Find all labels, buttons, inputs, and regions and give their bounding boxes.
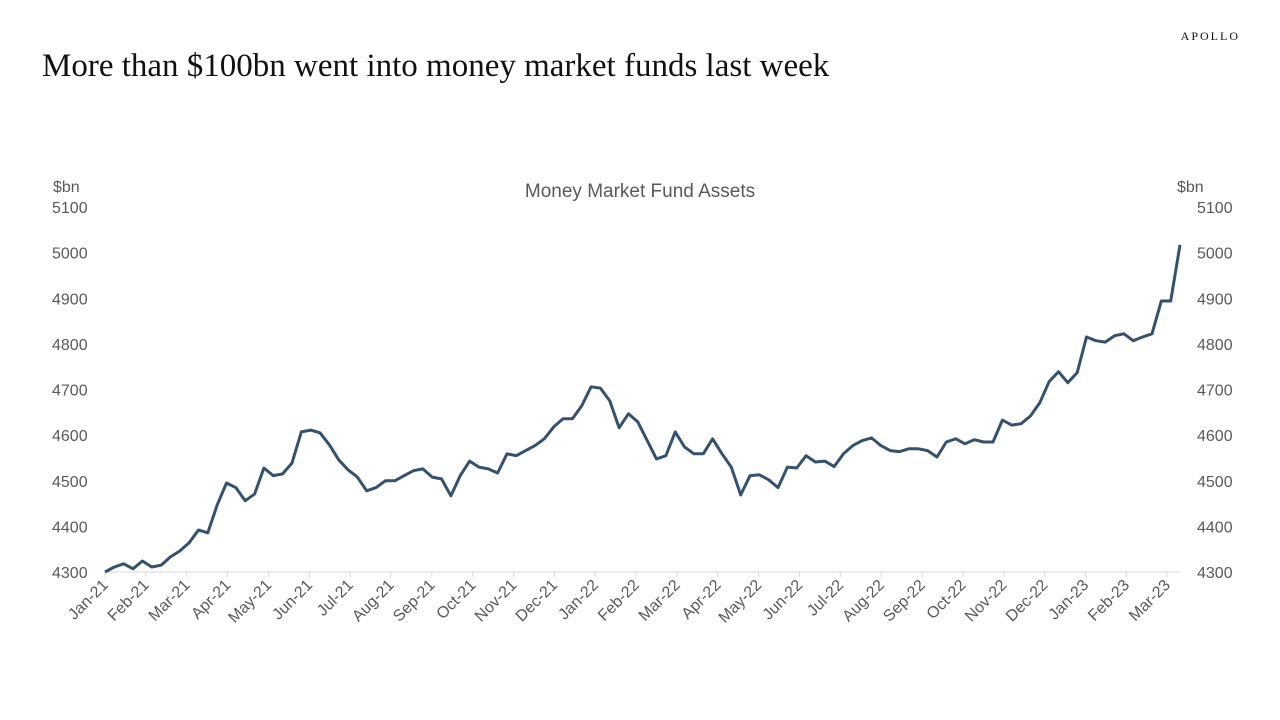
y-tick-label-right: 4700	[1197, 383, 1233, 400]
x-tick-label: Jun-22	[760, 577, 807, 624]
x-tick-label: Mar-21	[146, 577, 194, 625]
series-line	[104, 244, 1182, 574]
x-tick-label: Nov-22	[962, 577, 1011, 626]
y-tick-label-left: 4400	[52, 519, 88, 536]
y-tick-label-left: 4300	[52, 565, 88, 582]
apollo-logo: APOLLO	[1180, 29, 1240, 43]
y-tick-label-left: 5000	[52, 246, 88, 263]
x-tick-label: Dec-22	[1003, 577, 1052, 626]
page-title: More than $100bn went into money market …	[42, 48, 830, 84]
x-tick-label: Nov-21	[472, 577, 521, 626]
y-tick-label-right: 5000	[1197, 246, 1233, 263]
y-tick-label-right: 5100	[1197, 200, 1233, 217]
x-tick-label: Sep-22	[880, 577, 929, 626]
x-tick-label: Jan-22	[555, 577, 602, 624]
y-tick-label-left: 5100	[52, 200, 88, 217]
x-tick-label: Mar-23	[1126, 577, 1174, 625]
chart-title: Money Market Fund Assets	[525, 181, 755, 202]
x-tick-label: Feb-22	[595, 577, 643, 625]
y-axis-label-right: $bn	[1177, 179, 1204, 196]
x-tick-label: Feb-21	[105, 577, 153, 625]
x-tick-label: Mar-22	[636, 577, 684, 625]
y-tick-label-right: 4900	[1197, 291, 1233, 308]
x-tick-label: Sep-21	[390, 577, 439, 626]
x-tick-label: Aug-22	[839, 577, 888, 626]
x-tick-label: Feb-23	[1085, 577, 1133, 625]
y-tick-label-left: 4500	[52, 474, 88, 491]
x-tick-label: May-22	[716, 577, 766, 627]
x-tick-label: Oct-21	[434, 577, 480, 623]
y-tick-label-right: 4600	[1197, 428, 1233, 445]
x-tick-label: Oct-22	[924, 577, 970, 623]
y-tick-label-right: 4500	[1197, 474, 1233, 491]
x-tick-label: Aug-21	[349, 577, 398, 626]
y-tick-label-left: 4900	[52, 291, 88, 308]
y-tick-label-left: 4700	[52, 383, 88, 400]
y-tick-label-right: 4300	[1197, 565, 1233, 582]
y-axis-label-left: $bn	[53, 179, 80, 196]
x-tick-label: Jun-21	[269, 577, 316, 624]
y-tick-label-right: 4800	[1197, 337, 1233, 354]
y-tick-label-left: 4800	[52, 337, 88, 354]
y-tick-label-right: 4400	[1197, 519, 1233, 536]
x-tick-label: Jan-23	[1046, 577, 1093, 624]
y-tick-label-left: 4600	[52, 428, 88, 445]
x-tick-label: May-21	[225, 577, 275, 627]
x-tick-label: Jan-21	[65, 577, 112, 624]
x-tick-label: Dec-21	[513, 577, 562, 626]
